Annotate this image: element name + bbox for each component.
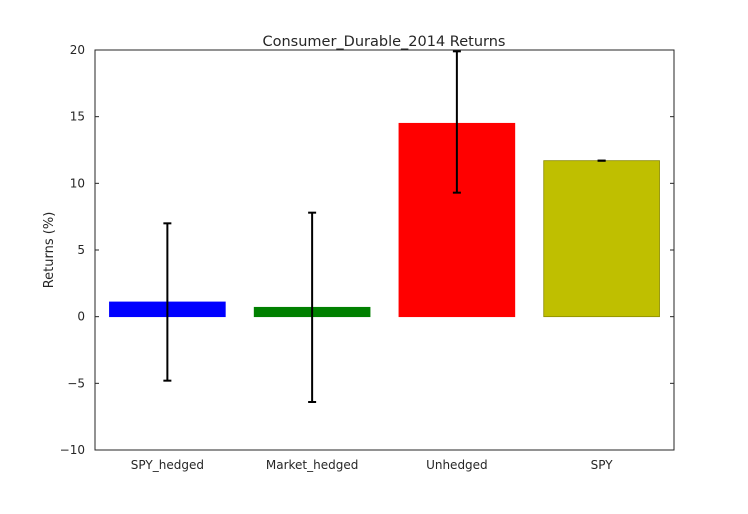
x-tick-label: Market_hedged (266, 458, 358, 472)
bar-spy (543, 160, 660, 318)
y-tick-label: −10 (60, 443, 85, 457)
bars-group (109, 122, 660, 318)
chart-title: Consumer_Durable_2014 Returns (263, 34, 506, 50)
error-bars-group (163, 50, 606, 403)
y-tick-label: 5 (77, 243, 85, 257)
y-tick-label: 20 (70, 43, 85, 57)
x-tick-label: Unhedged (426, 458, 488, 472)
x-tick-label: SPY (591, 458, 614, 472)
y-axis-ticks: −10 −5 0 5 10 15 20 (60, 43, 674, 457)
plot-frame (94, 49, 675, 451)
y-tick-label: 10 (70, 176, 85, 190)
y-axis-label: Returns (%) (42, 212, 57, 289)
y-tick-label: 15 (70, 110, 85, 124)
x-tick-label: SPY_hedged (131, 458, 204, 472)
x-axis-ticks: SPY_hedged Market_hedged Unhedged SPY (131, 458, 613, 472)
y-tick-label: −5 (67, 376, 85, 390)
y-tick-label: 0 (77, 310, 85, 324)
